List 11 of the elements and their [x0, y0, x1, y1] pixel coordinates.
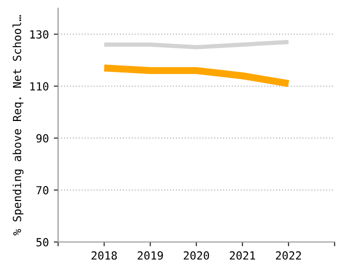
y-tick-label: 110: [30, 82, 48, 91]
x-tick-label: 2022: [276, 251, 301, 260]
y-tick-label: 130: [30, 30, 48, 39]
x-tick-label: 2019: [138, 251, 163, 260]
y-tick-label: 70: [36, 186, 48, 194]
x-tick-label: 2018: [92, 251, 117, 260]
y-tick-label: 90: [36, 134, 48, 143]
y-tick-label: 50: [36, 238, 48, 246]
y-axis-title: % Spending above Req. Net School…: [12, 15, 24, 236]
x-tick-label: 2021: [230, 251, 256, 260]
x-tick-label: 2020: [184, 251, 210, 260]
